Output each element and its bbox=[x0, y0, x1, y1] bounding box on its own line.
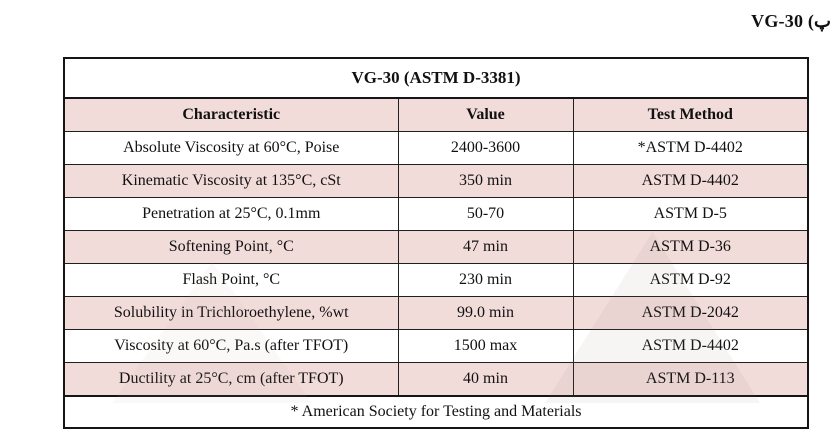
cell-test-method: ASTM D-113 bbox=[572, 362, 809, 397]
cell-characteristic: Kinematic Viscosity at 135°C, cSt bbox=[63, 164, 399, 198]
cell-characteristic: Penetration at 25°C, 0.1mm bbox=[63, 197, 399, 231]
table-row: Solubility in Trichloroethylene, %wt 99.… bbox=[63, 296, 809, 330]
table-row: Absolute Viscosity at 60°C, Poise 2400-3… bbox=[63, 131, 809, 165]
cell-value: 99.0 min bbox=[397, 296, 574, 330]
table-row: Ductility at 25°C, cm (after TFOT) 40 mi… bbox=[63, 362, 809, 397]
table-row: Kinematic Viscosity at 135°C, cSt 350 mi… bbox=[63, 164, 809, 198]
cell-test-method: ASTM D-36 bbox=[572, 230, 809, 264]
cell-value: 350 min bbox=[397, 164, 574, 198]
table-footnote: * American Society for Testing and Mater… bbox=[63, 395, 809, 429]
cell-characteristic: Ductility at 25°C, cm (after TFOT) bbox=[63, 362, 399, 397]
cell-value: 50-70 bbox=[397, 197, 574, 231]
cell-test-method: ASTM D-2042 bbox=[572, 296, 809, 330]
column-header-value: Value bbox=[397, 97, 574, 132]
cell-characteristic: Absolute Viscosity at 60°C, Poise bbox=[63, 131, 399, 165]
cell-value: 47 min bbox=[397, 230, 574, 264]
cell-value: 230 min bbox=[397, 263, 574, 297]
cell-test-method: ASTM D-5 bbox=[572, 197, 809, 231]
cell-value: 1500 max bbox=[397, 329, 574, 363]
table-header-row: Characteristic Value Test Method bbox=[63, 97, 809, 132]
cell-test-method: *ASTM D-4402 bbox=[572, 131, 809, 165]
page-corner-label: VG-30 (پ bbox=[751, 11, 831, 31]
cell-characteristic: Softening Point, °C bbox=[63, 230, 399, 264]
cell-test-method: ASTM D-92 bbox=[572, 263, 809, 297]
vg30-spec-table: VG-30 (ASTM D-3381) Characteristic Value… bbox=[63, 57, 810, 429]
table-row: Penetration at 25°C, 0.1mm 50-70 ASTM D-… bbox=[63, 197, 809, 231]
cell-characteristic: Flash Point, °C bbox=[63, 263, 399, 297]
table-row: Flash Point, °C 230 min ASTM D-92 bbox=[63, 263, 809, 297]
table-row: Softening Point, °C 47 min ASTM D-36 bbox=[63, 230, 809, 264]
cell-test-method: ASTM D-4402 bbox=[572, 164, 809, 198]
table-title-row: VG-30 (ASTM D-3381) bbox=[63, 57, 809, 99]
table-row: Viscosity at 60°C, Pa.s (after TFOT) 150… bbox=[63, 329, 809, 363]
cell-characteristic: Viscosity at 60°C, Pa.s (after TFOT) bbox=[63, 329, 399, 363]
column-header-characteristic: Characteristic bbox=[63, 97, 399, 132]
column-header-test-method: Test Method bbox=[572, 97, 809, 132]
table-title: VG-30 (ASTM D-3381) bbox=[63, 57, 809, 99]
cell-test-method: ASTM D-4402 bbox=[572, 329, 809, 363]
cell-value: 40 min bbox=[397, 362, 574, 397]
cell-value: 2400-3600 bbox=[397, 131, 574, 165]
table-footnote-row: * American Society for Testing and Mater… bbox=[63, 395, 809, 429]
cell-characteristic: Solubility in Trichloroethylene, %wt bbox=[63, 296, 399, 330]
